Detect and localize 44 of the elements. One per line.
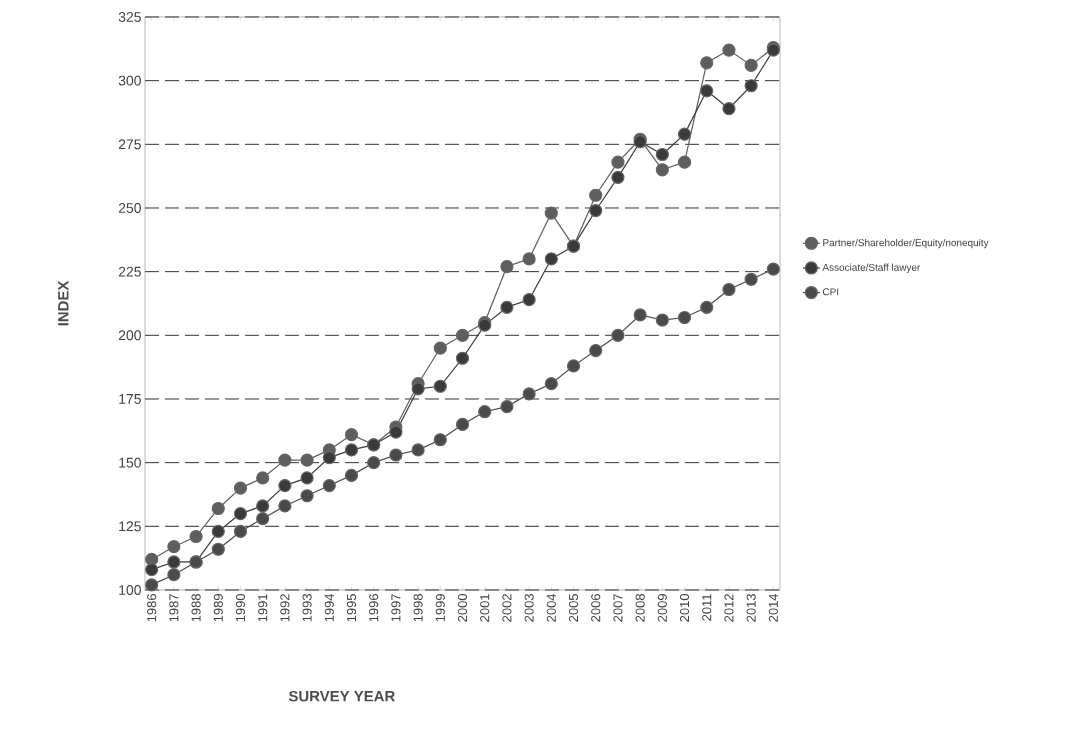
x-tick-label: 1998 [413,594,423,622]
x-tick-label: 2014 [768,593,778,622]
legend-label: CPI [822,288,839,296]
x-tick-label: 2004 [546,593,556,622]
x-tick-label: 1986 [147,594,157,622]
x-tick-label: 1988 [191,594,201,622]
x-tick-label: 1990 [235,594,246,622]
x-tick-label: 1996 [369,594,379,622]
y-tick-label: 275 [118,139,141,150]
y-tick-label: 300 [118,75,141,86]
y-tick-label: 100 [119,585,141,595]
x-axis-title: SURVEY YEAR [288,690,395,702]
x-tick-label: 2000 [457,594,468,622]
x-tick-label: 1995 [346,594,357,622]
x-tick-label: 1994 [324,593,334,622]
y-tick-label: 150 [119,457,141,468]
x-tick-label: 1999 [435,594,445,622]
x-tick-label: 1987 [169,594,179,622]
x-tick-label: 2011 [702,594,712,621]
x-tick-label: 2009 [657,594,667,622]
x-tick-label: 1997 [391,594,401,622]
y-axis-title: INDEX [58,280,69,326]
x-tick-label: 2008 [635,594,645,622]
x-tick-label: 2012 [724,594,734,622]
x-tick-label: 2005 [568,594,579,622]
x-tick-label: 2010 [679,594,690,622]
x-tick-label: 2001 [480,594,490,622]
x-tick-label: 2013 [746,594,756,622]
x-tick-label: 2002 [502,594,512,622]
x-tick-label: 2003 [524,594,534,622]
y-tick-label: 225 [118,266,141,277]
y-tick-label: 250 [118,203,141,213]
y-tick-label: 175 [119,394,141,404]
x-tick-label: 1993 [302,594,312,622]
x-tick-label: 1992 [280,594,290,622]
x-tick-label: 2006 [591,594,601,622]
legend-label: Partner/Shareholder/Equity/nonequity [823,238,989,249]
y-tick-label: 200 [118,330,141,341]
legend-label: Associate/Staff lawyer [822,263,921,273]
x-tick-label: 2007 [613,594,623,622]
x-tick-label: 1989 [213,594,223,622]
x-tick-label: 1991 [258,594,268,622]
y-tick-label: 325 [118,12,141,22]
y-tick-label: 125 [119,521,141,532]
